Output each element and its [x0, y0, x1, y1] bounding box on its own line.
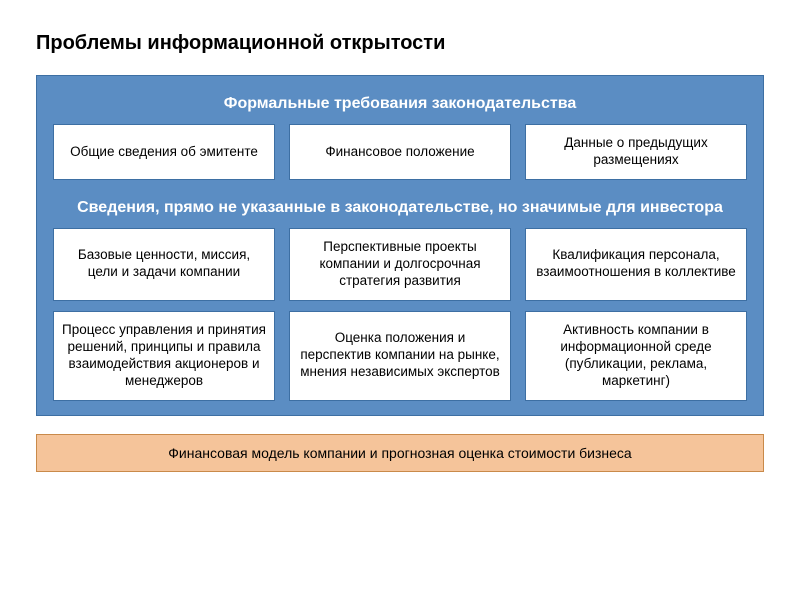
cell-info-activity: Активность компании в информационной сре…: [525, 311, 747, 401]
section-header-2: Сведения, прямо не указанные в законодат…: [53, 190, 747, 228]
cell-general-info: Общие сведения об эмитенте: [53, 124, 275, 180]
cell-personnel: Квалификация персонала, взаимоотношения …: [525, 228, 747, 301]
row-investor-2: Процесс управления и принятия решений, п…: [53, 311, 747, 401]
slide: Проблемы информационной открытости Форма…: [0, 0, 800, 600]
slide-title: Проблемы информационной открытости: [36, 32, 764, 55]
cell-market-assessment: Оценка положения и перспектив компании н…: [289, 311, 511, 401]
cell-previous-placements: Данные о предыдущих размещениях: [525, 124, 747, 180]
row-formal: Общие сведения об эмитенте Финансовое по…: [53, 124, 747, 180]
cell-management-process: Процесс управления и принятия решений, п…: [53, 311, 275, 401]
main-panel: Формальные требования законодательства О…: [36, 75, 764, 416]
cell-financial-position: Финансовое положение: [289, 124, 511, 180]
cell-projects-strategy: Перспективные проекты компании и долгоср…: [289, 228, 511, 301]
section-header-1: Формальные требования законодательства: [53, 86, 747, 124]
footer-financial-model: Финансовая модель компании и прогнозная …: [36, 434, 764, 472]
cell-values-mission: Базовые ценности, миссия, цели и задачи …: [53, 228, 275, 301]
row-investor-1: Базовые ценности, миссия, цели и задачи …: [53, 228, 747, 301]
